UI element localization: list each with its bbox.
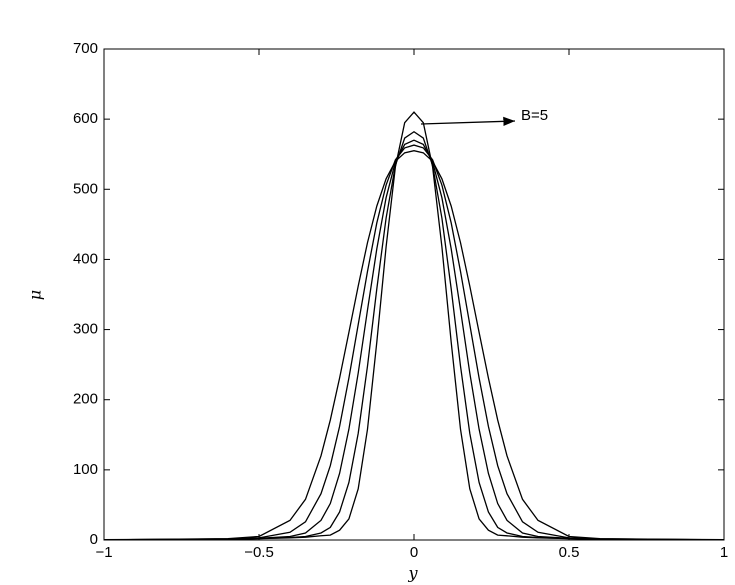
y-axis-title: μ (26, 290, 45, 300)
curve (103, 139, 725, 541)
x-tick-label: 0 (410, 544, 418, 561)
curve (103, 130, 725, 541)
x-axis-title: y (407, 564, 418, 583)
plot-frame (103, 48, 725, 541)
curve (103, 150, 725, 541)
curve (103, 111, 725, 541)
annotation: B=5 (521, 107, 548, 124)
y-tick-label: 100 (73, 461, 98, 478)
y-tick-label: 200 (73, 391, 98, 408)
x-tick-label: 1 (720, 544, 728, 561)
annotation-arrow (420, 116, 516, 127)
curve (103, 144, 725, 541)
y-tick-label: 300 (73, 321, 98, 338)
x-tick-label: −1 (95, 544, 112, 561)
y-tick-label: 700 (73, 40, 98, 57)
y-tick-label: 0 (90, 531, 98, 548)
x-tick-label: 0.5 (559, 544, 580, 561)
y-tick-label: 500 (73, 180, 98, 197)
y-tick-label: 400 (73, 250, 98, 267)
y-tick-label: 600 (73, 110, 98, 127)
x-tick-label: −0.5 (244, 544, 274, 561)
